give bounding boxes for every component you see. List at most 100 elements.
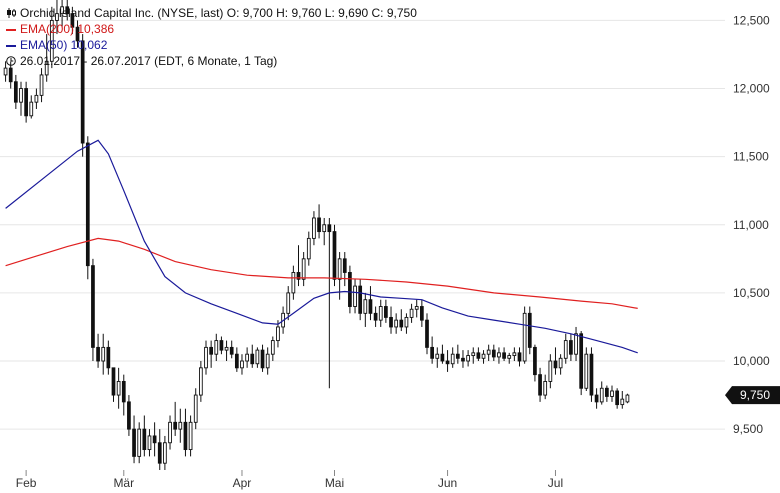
candle (450, 347, 455, 368)
candle (245, 347, 249, 368)
candle (260, 344, 265, 372)
candle (502, 347, 506, 362)
y-tick-label: 12,500 (733, 13, 770, 27)
candle (594, 388, 599, 409)
candle (435, 347, 440, 368)
candle (543, 374, 548, 400)
candle (55, 0, 59, 35)
candle (486, 344, 491, 362)
candle (291, 265, 296, 300)
x-tick-label: Apr (233, 476, 252, 490)
candle (229, 340, 234, 359)
candle (29, 95, 34, 119)
candle (49, 6, 54, 69)
candle (389, 306, 393, 334)
candle (193, 388, 198, 430)
candle (96, 333, 100, 368)
candle (476, 347, 481, 362)
date-range: 26.01.2017 - 26.07.2017 (EDT, 6 Monate, … (6, 54, 277, 68)
ema200-legend: EMA(200) 10,386 (6, 22, 114, 36)
candle (440, 344, 445, 364)
candle (538, 367, 542, 402)
candle (24, 81, 28, 123)
candle (599, 381, 604, 405)
candle (548, 354, 553, 389)
candle (85, 136, 90, 280)
candle (265, 347, 270, 375)
candle (384, 299, 388, 323)
candle (44, 34, 49, 82)
candle (255, 347, 260, 368)
x-tick-label: Feb (16, 476, 37, 490)
candle (471, 347, 476, 364)
candle (481, 350, 486, 364)
chart-title: Orchid Island Capital Inc. (NYSE, last) … (6, 6, 417, 20)
candle (234, 347, 239, 372)
candle (445, 350, 450, 372)
candle (512, 347, 517, 362)
candle (342, 252, 347, 287)
candle (101, 333, 106, 375)
y-tick-label: 9,500 (733, 422, 763, 436)
candle (569, 333, 573, 362)
candle (188, 415, 193, 457)
candle (106, 340, 111, 375)
candle (409, 303, 414, 323)
candle (214, 333, 219, 362)
candle (584, 347, 589, 391)
candle (579, 331, 584, 396)
candle (317, 204, 321, 239)
ema50-swatch (6, 44, 16, 47)
x-tick-label: Jul (548, 476, 563, 490)
candle (183, 408, 188, 457)
candle (199, 361, 203, 402)
candle (353, 279, 357, 314)
y-tick-label: 10,500 (733, 286, 770, 300)
candlesticks (3, 0, 630, 470)
candle (358, 279, 363, 321)
ema200-line (5, 237, 638, 309)
y-tick-label: 11,500 (733, 150, 769, 164)
candle (157, 429, 162, 470)
x-axis-ticks: Feb Mär Apr Mai Jun Jul (16, 470, 563, 490)
candle (625, 393, 630, 404)
candle (8, 61, 13, 89)
candle (322, 217, 327, 246)
candle (142, 415, 147, 457)
ema200-swatch (6, 28, 16, 31)
candle (507, 352, 512, 364)
ema50-legend: EMA(50) 10,062 (6, 38, 107, 52)
candle (430, 336, 434, 364)
candle (250, 344, 255, 368)
last-price-label: 9,750 (740, 388, 770, 402)
candle (91, 258, 95, 362)
candle (116, 367, 121, 409)
candle (363, 292, 368, 327)
x-tick-label: Mai (325, 476, 344, 490)
candle (152, 422, 157, 457)
candle (414, 299, 419, 318)
candle (553, 347, 558, 375)
candle (301, 252, 306, 287)
candle (563, 333, 568, 364)
candle (558, 354, 563, 375)
candle (60, 0, 64, 28)
candle (517, 347, 522, 367)
candle (209, 340, 214, 368)
candle-icon (6, 7, 16, 18)
candle (378, 299, 383, 327)
candle (121, 374, 126, 416)
candle (19, 81, 23, 116)
candle (163, 435, 167, 470)
candle (373, 306, 378, 327)
candle (419, 299, 424, 327)
candle (589, 347, 594, 402)
candle (240, 354, 244, 375)
title-text: Orchid Island Capital Inc. (NYSE, last) … (20, 6, 417, 20)
candle (3, 61, 8, 82)
clock-icon (6, 55, 16, 66)
candle (368, 286, 373, 321)
ema50-line (5, 139, 638, 354)
candle (137, 422, 142, 464)
